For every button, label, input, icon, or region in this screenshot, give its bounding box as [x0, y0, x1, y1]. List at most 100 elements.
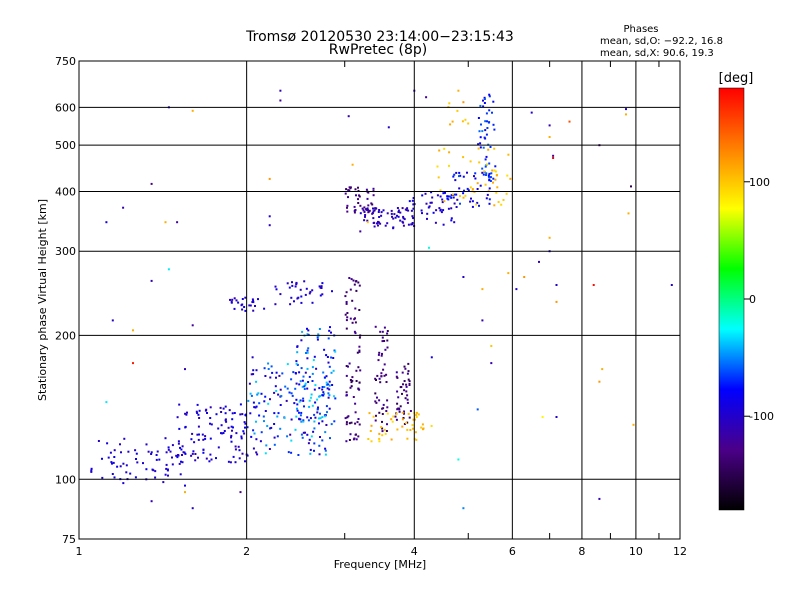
- data-point: [344, 295, 347, 298]
- data-point: [346, 316, 349, 319]
- data-point: [298, 400, 301, 403]
- data-point: [235, 299, 238, 302]
- data-point: [268, 177, 271, 180]
- data-point: [481, 171, 484, 174]
- data-point: [487, 189, 490, 192]
- data-point: [243, 306, 246, 308]
- data-point: [306, 367, 309, 370]
- data-point: [405, 390, 408, 393]
- data-point: [450, 207, 453, 210]
- data-point: [344, 192, 347, 195]
- data-point: [234, 448, 237, 451]
- data-point: [301, 330, 304, 333]
- data-point: [302, 419, 305, 422]
- data-point: [193, 441, 196, 444]
- data-point: [378, 377, 381, 380]
- data-point: [430, 201, 433, 204]
- data-point: [345, 374, 348, 377]
- data-point: [311, 301, 314, 304]
- data-point: [323, 348, 326, 351]
- data-point: [439, 189, 442, 192]
- data-point: [357, 198, 359, 201]
- data-point: [280, 395, 283, 397]
- data-point: [308, 438, 311, 441]
- data-point: [598, 380, 601, 383]
- data-point: [292, 371, 295, 374]
- data-point: [281, 372, 284, 375]
- data-point: [486, 120, 488, 123]
- data-point: [358, 194, 360, 197]
- data-point: [309, 290, 312, 293]
- data-point: [313, 427, 316, 430]
- data-point: [383, 374, 386, 377]
- data-point: [469, 186, 472, 189]
- data-point: [299, 380, 302, 383]
- data-point: [402, 417, 405, 419]
- data-point: [486, 193, 489, 196]
- data-point: [347, 365, 349, 368]
- data-point: [473, 175, 475, 178]
- data-point: [456, 198, 459, 201]
- data-point: [243, 432, 246, 435]
- data-point: [296, 407, 298, 410]
- data-point: [309, 452, 312, 455]
- data-point: [448, 164, 450, 167]
- data-point: [308, 292, 311, 295]
- data-point: [443, 147, 446, 150]
- data-point: [426, 212, 429, 215]
- data-point: [250, 373, 253, 376]
- data-point: [407, 378, 410, 381]
- data-point: [446, 195, 449, 198]
- data-point: [300, 339, 303, 342]
- data-point: [248, 304, 251, 307]
- data-point: [362, 209, 365, 212]
- data-point: [296, 363, 299, 366]
- data-point: [345, 440, 348, 443]
- data-point: [555, 284, 558, 286]
- data-point: [481, 288, 484, 291]
- data-point: [464, 118, 467, 121]
- data-point: [299, 414, 302, 417]
- data-point: [447, 207, 450, 210]
- data-point: [325, 381, 328, 384]
- data-point: [253, 432, 256, 435]
- data-point: [328, 388, 331, 391]
- data-point: [592, 284, 595, 286]
- data-point: [490, 345, 493, 347]
- data-point: [208, 460, 211, 463]
- data-point: [372, 415, 375, 418]
- data-point: [167, 448, 170, 451]
- data-point: [415, 411, 418, 414]
- data-point: [496, 186, 499, 189]
- data-point: [495, 174, 498, 177]
- data-point: [239, 413, 242, 416]
- data-point: [383, 363, 386, 366]
- data-point: [252, 373, 255, 376]
- data-point: [386, 212, 389, 215]
- data-point: [405, 209, 408, 212]
- data-point: [355, 380, 358, 382]
- data-point: [319, 294, 322, 297]
- data-point: [358, 195, 361, 198]
- data-point: [488, 198, 491, 201]
- data-point: [357, 186, 359, 189]
- data-point: [327, 392, 330, 395]
- data-point: [406, 207, 409, 210]
- data-point: [479, 136, 482, 139]
- data-point: [366, 208, 369, 211]
- data-point: [484, 120, 487, 123]
- data-point: [326, 356, 329, 358]
- data-point: [318, 453, 321, 456]
- data-point: [354, 402, 357, 405]
- data-point: [202, 451, 205, 454]
- data-point: [267, 362, 270, 365]
- data-point: [239, 403, 242, 406]
- data-point: [304, 382, 307, 385]
- stats-line-o: mean, sd,O: −92.2, 16.8: [600, 36, 723, 47]
- data-point: [401, 411, 404, 414]
- data-point: [333, 395, 335, 398]
- data-point: [90, 470, 93, 473]
- data-point: [379, 381, 382, 384]
- data-point: [378, 209, 381, 211]
